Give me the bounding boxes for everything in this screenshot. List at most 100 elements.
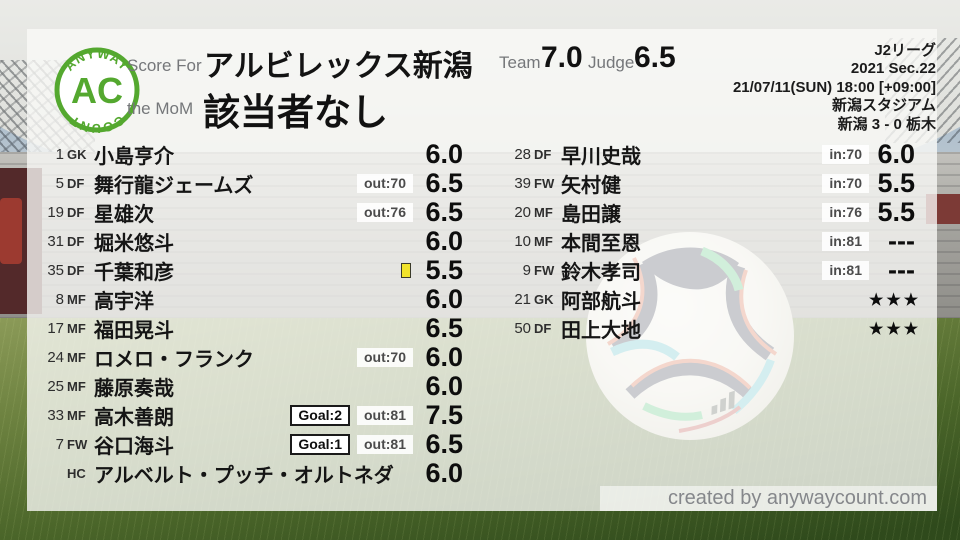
player-row: 20 MF 島田譲 in:76 5.5: [497, 197, 915, 227]
player-row: 35 DF 千葉和彦 5.5: [30, 255, 463, 285]
player-rating: 6.0: [425, 458, 463, 488]
anywaycount-logo: ANYWAY COUNT AC: [54, 46, 140, 135]
player-row: 28 DF 早川史哉 in:70 6.0: [497, 139, 915, 169]
player-name: 舞行龍ジェームズ: [94, 175, 254, 197]
match-result: 新潟 3 - 0 栃木: [837, 115, 936, 133]
venue-name: 新潟スタジアム: [832, 97, 936, 115]
player-name: 早川史哉: [561, 146, 641, 168]
player-rating: ---: [888, 255, 915, 285]
player-row: 21 GK 阿部航斗 ★★★: [497, 285, 922, 314]
player-rating: ---: [888, 226, 915, 256]
judge-score-label: Judge: [588, 53, 635, 72]
player-rating: ★★★: [869, 291, 922, 309]
player-name: 本間至恩: [561, 233, 641, 255]
yellow-card-icon: [401, 263, 411, 278]
player-rating: 6.5: [425, 313, 463, 343]
player-name: 高木善朗: [94, 407, 174, 429]
player-number: 21: [514, 291, 531, 308]
player-rating: 6.0: [425, 226, 463, 256]
player-number: 1: [55, 146, 64, 163]
score-for-label: Score For: [127, 56, 202, 75]
goal-badge: Goal:2: [290, 405, 350, 426]
player-rating: 5.5: [877, 197, 915, 227]
player-position: DF: [67, 234, 85, 249]
player-name: 藤原奏哉: [94, 378, 174, 400]
player-row: 10 MF 本間至恩 in:81 ---: [497, 226, 915, 256]
player-number: 9: [522, 262, 531, 279]
player-row: 50 DF 田上大地 ★★★: [497, 314, 918, 343]
player-rating: 6.0: [425, 342, 463, 372]
player-name: 星雄次: [94, 204, 154, 226]
season-sec: 2021 Sec.22: [850, 60, 936, 78]
player-row: 19 DF 星雄次 out:76 6.5: [30, 197, 463, 227]
substitution-badge: in:76: [822, 203, 869, 222]
substitution-badge: out:81: [357, 435, 413, 454]
player-badges: Goal:2 out:81: [290, 405, 413, 426]
player-badges: in:70: [822, 174, 869, 193]
player-name: 高宇洋: [94, 291, 154, 313]
player-position: MF: [534, 234, 553, 249]
player-row: 31 DF 堀米悠斗 6.0: [30, 226, 463, 256]
player-row: 9 FW 鈴木孝司 in:81 ---: [497, 255, 915, 285]
player-position: MF: [67, 379, 86, 394]
player-row: 7 FW 谷口海斗 Goal:1 out:81 6.5: [30, 429, 463, 459]
player-name: 千葉和彦: [94, 262, 174, 284]
player-number: 28: [514, 146, 531, 163]
player-position: MF: [67, 408, 86, 423]
substitution-badge: out:81: [357, 406, 413, 425]
translucent-panel: [27, 29, 937, 511]
player-number: 19: [47, 204, 64, 221]
player-rating: 6.5: [425, 168, 463, 198]
player-number: 35: [47, 262, 64, 279]
mom-value: 該当者なし: [203, 92, 388, 133]
player-name: 阿部航斗: [561, 291, 641, 313]
team-score-label: Team: [499, 53, 541, 72]
red-seats: [0, 198, 22, 264]
player-number: 24: [47, 349, 64, 366]
player-row: HC アルベルト・プッチ・オルトネダ 6.0: [30, 458, 463, 488]
logo-ac: AC: [71, 70, 123, 111]
player-position: DF: [67, 205, 85, 220]
player-badges: out:70: [357, 174, 413, 193]
player-name: 谷口海斗: [94, 436, 174, 458]
player-position: GK: [67, 147, 87, 162]
player-position: GK: [534, 292, 554, 307]
judge-score-value: 6.5: [634, 41, 676, 74]
credit-strip: created by anywaycount.com: [600, 486, 937, 511]
player-rating: 6.0: [425, 371, 463, 401]
player-row: 24 MF ロメロ・フランク out:70 6.0: [30, 342, 463, 372]
player-number: 10: [514, 233, 531, 250]
substitution-badge: out:76: [357, 203, 413, 222]
player-name: アルベルト・プッチ・オルトネダ: [94, 465, 394, 487]
player-rating: 6.0: [877, 139, 915, 169]
player-rating: 6.0: [425, 139, 463, 169]
substitution-badge: in:70: [822, 174, 869, 193]
player-name: 堀米悠斗: [94, 233, 174, 255]
player-badges: in:81: [822, 261, 869, 280]
player-number: 7: [55, 436, 64, 453]
player-position: DF: [67, 263, 85, 278]
player-rating: 6.0: [425, 284, 463, 314]
player-name: ロメロ・フランク: [94, 349, 254, 371]
starting-players-column: 1 GK 小島亨介 6.0 5 DF 舞行龍ジェームズ out:70 6.5 1…: [30, 139, 463, 488]
player-position: FW: [534, 263, 555, 278]
player-name: 田上大地: [561, 320, 641, 342]
substitution-badge: in:70: [822, 145, 869, 164]
player-name: 島田譲: [561, 204, 621, 226]
player-position: FW: [534, 176, 555, 191]
player-badges: in:76: [822, 203, 869, 222]
player-badges: in:70: [822, 145, 869, 164]
player-position: MF: [67, 292, 86, 307]
player-number: 33: [47, 407, 64, 424]
player-position: DF: [534, 321, 552, 336]
player-badges: out:70: [357, 348, 413, 367]
player-badges: Goal:1 out:81: [290, 434, 413, 455]
league-name: J2リーグ: [874, 42, 936, 59]
player-badges: [401, 263, 413, 278]
player-badges: out:76: [357, 203, 413, 222]
player-position: HC: [67, 466, 86, 481]
player-name: 鈴木孝司: [561, 262, 641, 284]
match-info: J2リーグ 2021 Sec.22 21/07/11(SUN) 18:00 [+…: [733, 42, 936, 134]
player-rating: 6.5: [425, 429, 463, 459]
team-score-value: 7.0: [541, 41, 583, 74]
